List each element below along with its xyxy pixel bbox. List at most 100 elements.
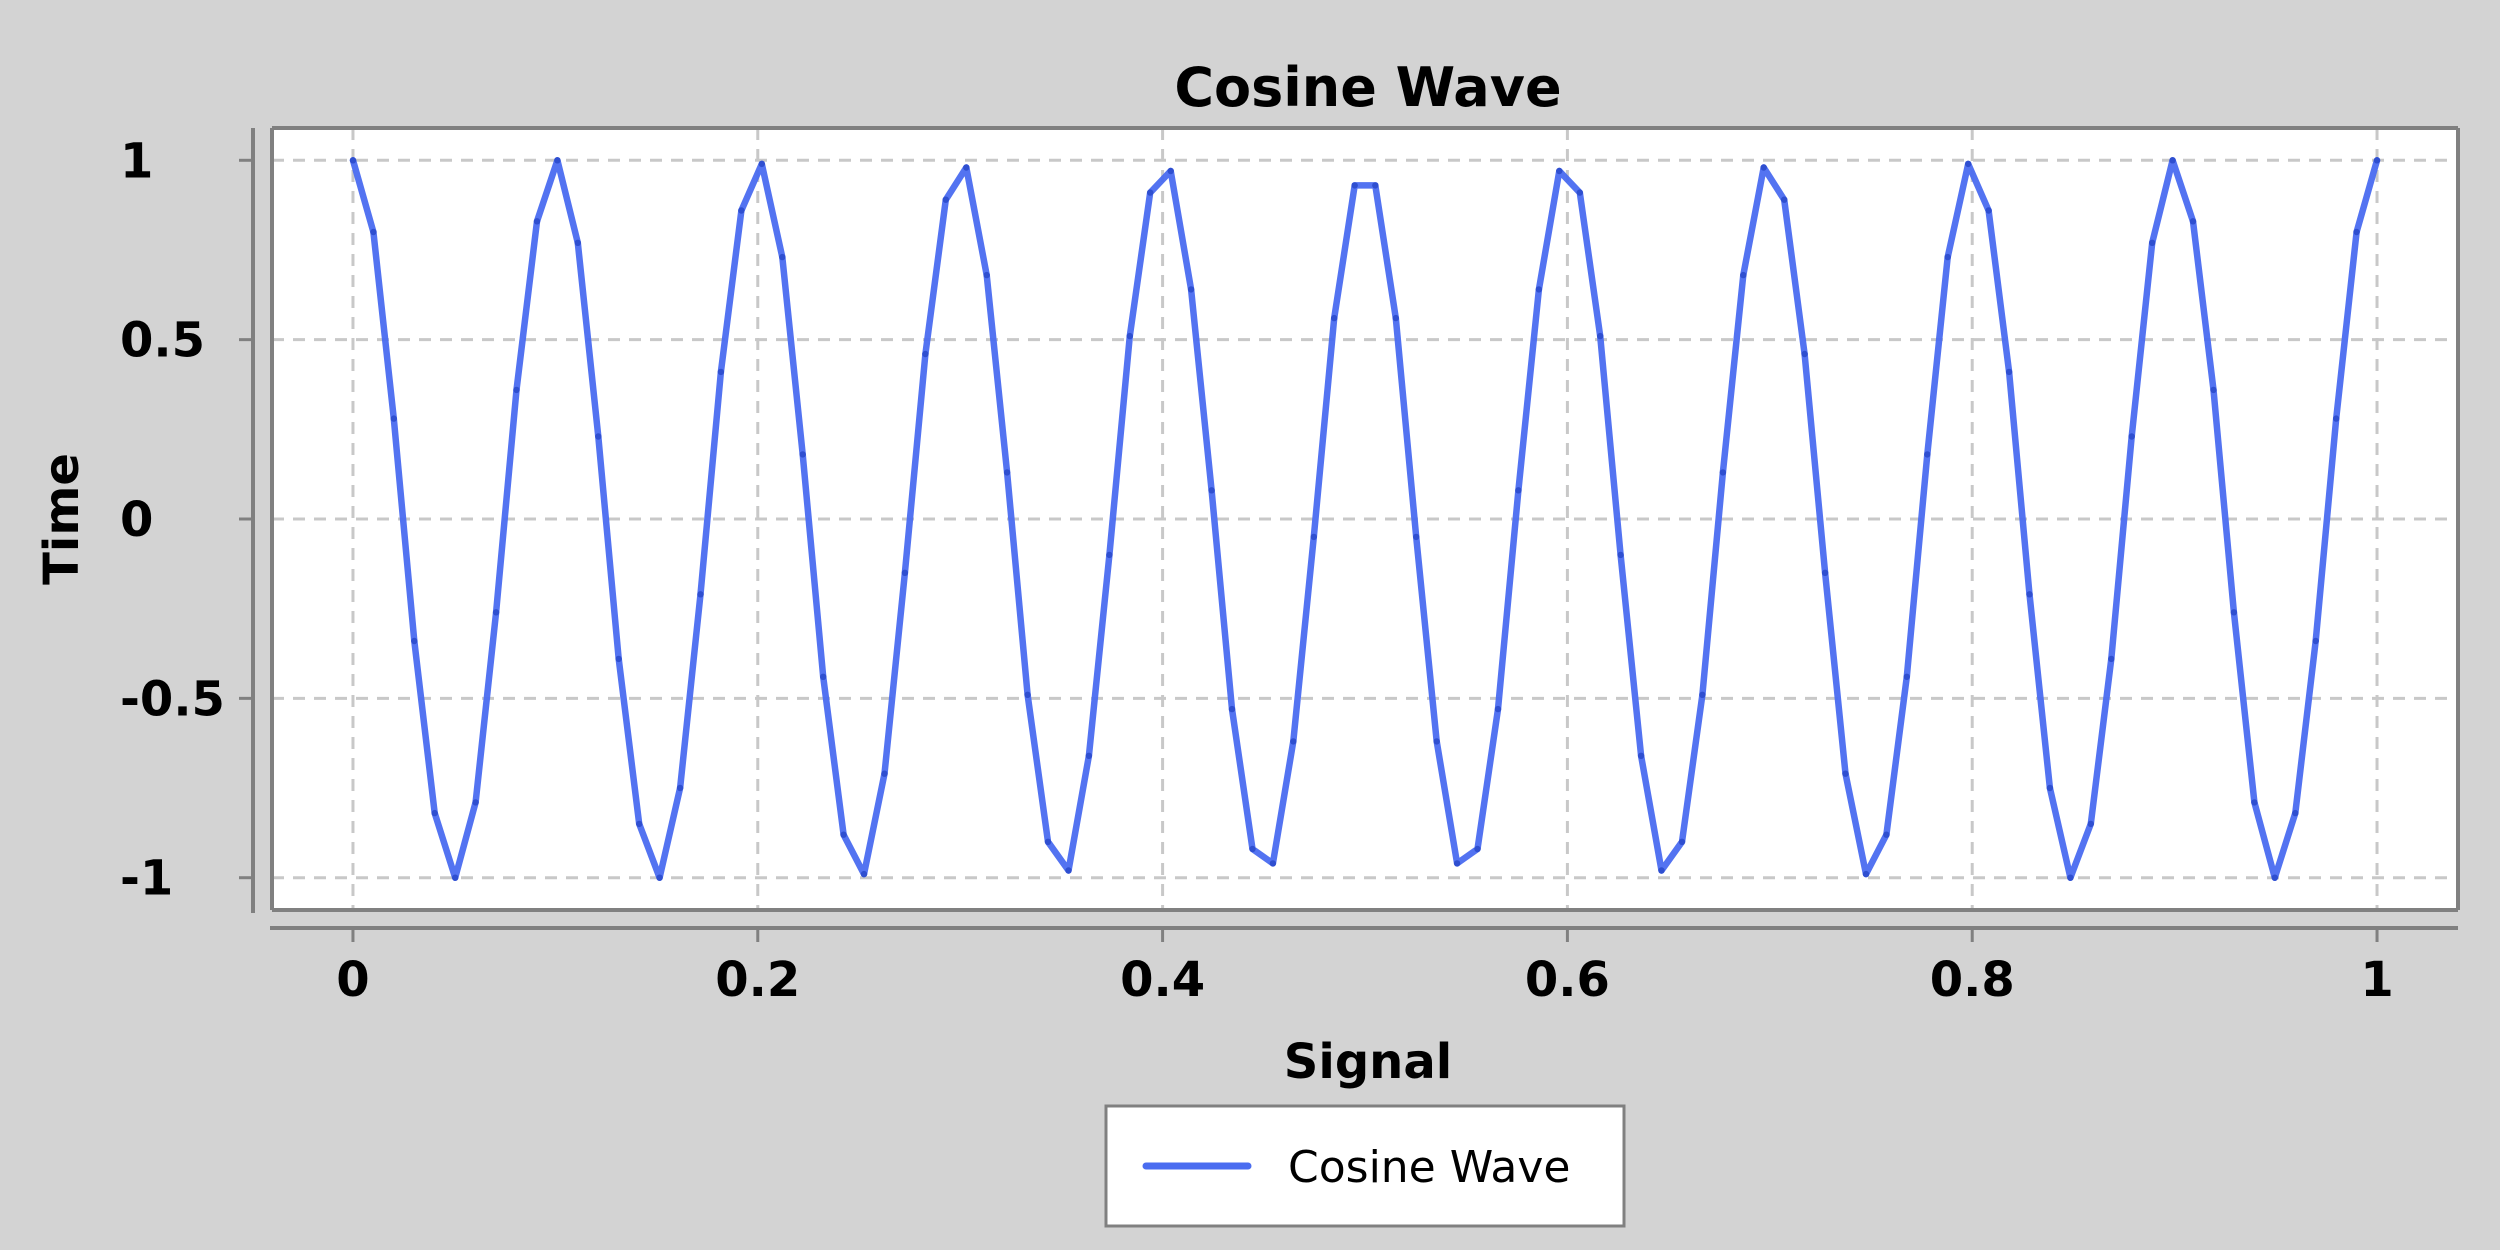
data-point xyxy=(2169,157,2176,164)
data-point xyxy=(1494,705,1502,713)
grid-lines xyxy=(272,128,2458,910)
data-point xyxy=(1781,196,1788,203)
data-point xyxy=(1269,860,1277,867)
data-point xyxy=(1249,845,1256,853)
data-point xyxy=(1044,838,1052,845)
data-point xyxy=(1576,189,1584,196)
data-point xyxy=(656,874,663,881)
y-axis-ticks: 1 0.5 0 -0.5 -1 xyxy=(120,133,253,907)
data-point xyxy=(1924,451,1931,458)
x-axis-ticks: 0 0.2 0.4 0.6 0.8 1 xyxy=(336,928,2394,1008)
data-point xyxy=(2067,874,2074,881)
data-point xyxy=(1597,332,1604,340)
data-point xyxy=(779,253,786,261)
data-point xyxy=(1556,167,1563,175)
data-point xyxy=(1065,867,1072,874)
data-point xyxy=(2230,609,2238,616)
data-point xyxy=(738,207,745,214)
series-points-cosine-wave xyxy=(349,157,2381,881)
data-point xyxy=(860,870,868,878)
data-point xyxy=(636,820,643,828)
data-point xyxy=(595,433,602,440)
data-point xyxy=(799,451,806,458)
data-point xyxy=(574,239,581,246)
data-point xyxy=(1413,533,1420,541)
data-point xyxy=(1351,182,1358,189)
data-point xyxy=(1208,487,1215,494)
data-point xyxy=(1167,167,1174,175)
data-point xyxy=(1372,182,1379,189)
data-point xyxy=(349,157,357,164)
data-point xyxy=(2046,784,2054,792)
data-point xyxy=(1740,271,1747,279)
data-point xyxy=(676,784,684,792)
y-tick-label: -1 xyxy=(120,851,173,907)
x-tick-label: 0 xyxy=(336,952,369,1008)
y-tick-label: 0 xyxy=(120,492,153,548)
data-point xyxy=(1658,867,1665,874)
data-point xyxy=(533,218,541,225)
data-point xyxy=(922,350,929,358)
data-point xyxy=(390,415,397,422)
data-point xyxy=(2128,433,2135,440)
data-point xyxy=(2210,386,2217,394)
data-point xyxy=(1801,350,1808,358)
data-point xyxy=(697,591,704,598)
data-point xyxy=(370,228,377,236)
data-point xyxy=(1842,770,1849,777)
chart-title: Cosine Wave xyxy=(1174,56,1561,119)
data-point xyxy=(1290,738,1297,745)
data-point xyxy=(1617,551,1624,559)
data-point xyxy=(717,368,725,376)
data-point xyxy=(492,609,500,616)
data-point xyxy=(2108,655,2115,663)
data-point xyxy=(1883,831,1890,838)
x-axis-label: Signal xyxy=(1284,1034,1452,1090)
data-point xyxy=(1965,160,1972,168)
data-point xyxy=(820,673,827,680)
x-tick-label: 1 xyxy=(2360,952,2393,1008)
data-point xyxy=(1003,469,1011,476)
data-point xyxy=(452,874,459,881)
x-tick-label: 0.6 xyxy=(1525,952,1610,1008)
data-point xyxy=(1474,845,1481,853)
data-point xyxy=(1024,691,1031,698)
data-point xyxy=(1106,551,1113,559)
data-point xyxy=(1699,691,1706,698)
data-point xyxy=(2292,809,2299,817)
data-point xyxy=(1821,569,1829,576)
data-point xyxy=(1392,314,1400,322)
data-point xyxy=(1433,738,1440,745)
legend-label-cosine-wave: Cosine Wave xyxy=(1288,1142,1571,1193)
series-line-cosine-wave xyxy=(349,157,2381,881)
data-point xyxy=(1515,487,1522,494)
y-axis-label: Time xyxy=(34,453,90,585)
data-point xyxy=(431,809,438,817)
data-point xyxy=(1719,469,1727,476)
x-tick-label: 0.2 xyxy=(715,952,800,1008)
data-point xyxy=(2353,228,2360,236)
data-point xyxy=(1985,207,1992,214)
data-point xyxy=(1453,860,1461,867)
data-point xyxy=(2149,239,2156,246)
data-point xyxy=(1147,189,1154,196)
data-point xyxy=(411,637,418,645)
data-point xyxy=(2026,591,2033,598)
data-point xyxy=(1903,673,1911,680)
data-point xyxy=(2189,218,2197,225)
legend: Cosine Wave xyxy=(1104,1104,1626,1228)
x-tick-label: 0.4 xyxy=(1120,952,1205,1008)
data-point xyxy=(2005,368,2013,376)
data-point xyxy=(881,770,888,777)
data-point xyxy=(1331,314,1338,322)
data-point xyxy=(983,271,990,279)
data-point xyxy=(758,160,765,168)
data-point xyxy=(472,799,479,806)
data-point xyxy=(1187,286,1195,293)
x-tick-label: 0.8 xyxy=(1930,952,2015,1008)
data-point xyxy=(1310,533,1318,541)
data-point xyxy=(1535,286,1543,293)
data-point xyxy=(1637,752,1645,759)
data-point xyxy=(1085,752,1093,759)
